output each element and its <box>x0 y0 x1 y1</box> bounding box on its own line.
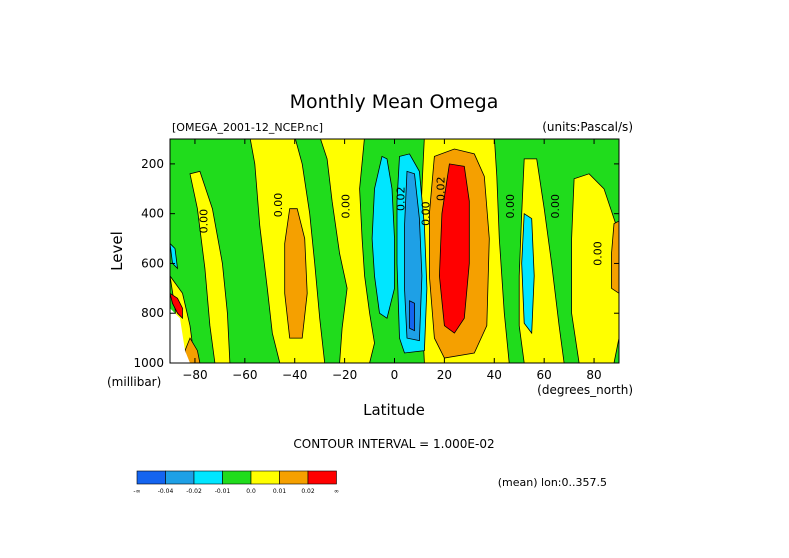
color-legend: -0.04 -0.02 -0.01 0.0 0.01 0.02 ∞ -∞ <box>133 470 339 495</box>
legend-swatch <box>165 470 195 485</box>
contour-label: 0.00 <box>504 194 517 219</box>
contour-region-cyan <box>170 242 179 270</box>
y-tick-label: 800 <box>141 306 164 320</box>
x-tick-label: 60 <box>537 368 552 382</box>
contour-label: 0.00 <box>197 209 210 234</box>
chart-title: Monthly Mean Omega <box>290 91 499 113</box>
contour-region-red <box>438 163 470 334</box>
x-tick-label: −80 <box>182 368 207 382</box>
x-axis-ticks: −80 −60 −40 −20 0 20 40 60 80 <box>182 139 602 382</box>
legend-label: -∞ <box>133 488 140 495</box>
legend-label: ∞ <box>334 488 339 495</box>
legend-label: 0.02 <box>301 488 315 495</box>
legend-swatch <box>222 470 252 485</box>
units-label: (units:Pascal/s) <box>542 120 633 134</box>
contour-region-orange <box>611 220 619 294</box>
y-axis-label: Level <box>108 231 126 271</box>
legend-swatch <box>279 470 309 485</box>
contour-field <box>170 139 619 363</box>
legend-label: -0.01 <box>215 488 231 495</box>
missing-data-region <box>170 308 190 363</box>
y-axis-ticks: 200 400 600 800 1000 <box>133 157 619 370</box>
legend-swatch <box>250 470 280 485</box>
contour-interval-text: CONTOUR INTERVAL = 1.000E-02 <box>293 437 494 451</box>
contour-region-red <box>170 292 183 320</box>
contour-label: 0.00 <box>592 241 605 266</box>
contour-label: 0.02 <box>394 186 407 211</box>
contour-region-blue <box>404 170 423 342</box>
x-tick-label: −40 <box>282 368 307 382</box>
x-tick-label: −20 <box>332 368 357 382</box>
x-axis-label: Latitude <box>363 401 425 419</box>
legend-label: -0.04 <box>158 488 174 495</box>
contour-label: 0.00 <box>340 194 353 219</box>
y-tick-label: 200 <box>141 157 164 171</box>
legend-swatch <box>193 470 223 485</box>
contour-region-yellow <box>189 170 231 363</box>
legend-label: 0.0 <box>246 488 256 495</box>
mean-note: (mean) lon:0..357.5 <box>498 476 607 489</box>
contour-label: 0.00 <box>419 201 432 226</box>
x-tick-label: 0 <box>391 368 399 382</box>
contour-region-yellow <box>571 173 619 363</box>
contour-region-orange <box>184 337 201 363</box>
x-tick-label: 80 <box>586 368 601 382</box>
source-label: [OMEGA_2001-12_NCEP.nc] <box>172 121 323 134</box>
y-tick-label: 400 <box>141 207 164 221</box>
contour-label: 0.00 <box>272 193 285 218</box>
y-axis-unit-label: (millibar) <box>107 375 161 389</box>
plot-area: 0.000.00 0.00 0.020.000.020.00 0.000.00 <box>170 139 619 363</box>
contour-region-cyan <box>371 155 395 319</box>
contour-label: 0.00 <box>549 194 562 219</box>
x-axis-unit-label: (degrees_north) <box>537 383 633 397</box>
x-tick-label: 20 <box>437 368 452 382</box>
x-tick-label: −60 <box>232 368 257 382</box>
y-tick-label: 600 <box>141 256 164 270</box>
y-tick-label: 1000 <box>133 356 164 370</box>
contour-region-orange <box>284 208 308 339</box>
x-tick-label: 40 <box>487 368 502 382</box>
contour-region-yellow <box>320 139 375 363</box>
legend-label: -0.02 <box>186 488 202 495</box>
legend-label: 0.01 <box>273 488 287 495</box>
legend-swatch <box>136 470 166 485</box>
contour-region-cyan <box>521 212 535 335</box>
legend-swatch <box>307 470 337 485</box>
contour-label: 0.02 <box>434 177 447 202</box>
contour-labels: 0.000.00 0.00 0.020.000.020.00 0.000.00 <box>197 177 604 266</box>
contour-region-darkblue <box>409 300 415 332</box>
